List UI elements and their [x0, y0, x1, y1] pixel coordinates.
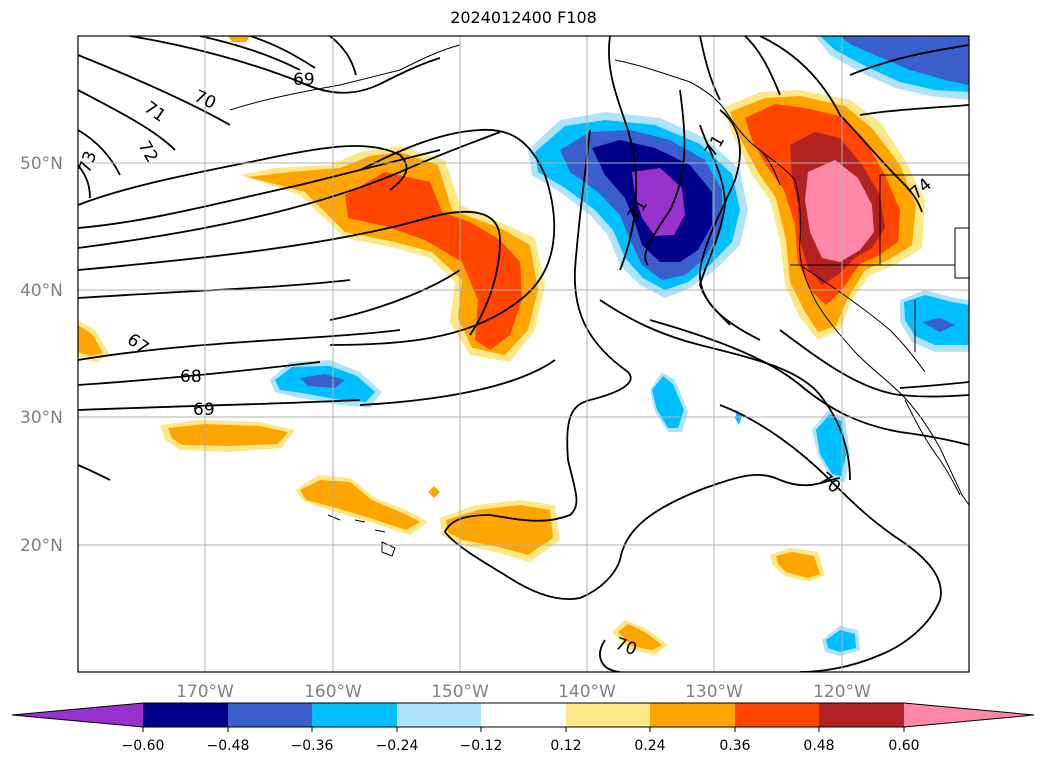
lat-label-30n: 30°N [20, 408, 63, 428]
lat-label-40n: 40°N [20, 281, 63, 301]
contour-label: 68 [180, 367, 202, 387]
grid-lines [78, 36, 969, 672]
longitude-labels: 170°W 160°W 150°W 140°W 130°W 120°W [176, 682, 871, 702]
lon-label-150w: 150°W [431, 682, 489, 702]
colorbar-tick-label: −0.48 [207, 738, 250, 754]
colorbar-segment [228, 703, 312, 727]
positive-anomaly-pacific-northwest [722, 90, 925, 340]
colorbar-segment [312, 703, 397, 727]
lon-label-130w: 130°W [685, 682, 743, 702]
positive-anomaly-small-blobs [78, 36, 825, 655]
colorbar-tick-label: 0.60 [888, 738, 919, 754]
height-contours [78, 36, 969, 672]
colorbar: −0.60 −0.48 −0.36 −0.24 −0.12 0.12 0.24 … [11, 702, 1035, 754]
colorbar-extend-min [12, 703, 143, 727]
colorbar-segment [650, 703, 735, 727]
lon-label-170w: 170°W [176, 682, 234, 702]
colorbar-segment [735, 703, 819, 727]
colorbar-tick-label: 0.12 [550, 738, 581, 754]
map-frame [77, 35, 970, 673]
colorbar-tick-label: −0.60 [122, 738, 165, 754]
lon-label-160w: 160°W [304, 682, 362, 702]
lon-label-140w: 140°W [558, 682, 616, 702]
colorbar-tick-label: 0.24 [634, 738, 665, 754]
lat-label-50n: 50°N [20, 154, 63, 174]
contour-label: 69 [193, 400, 215, 420]
contour-label: 69 [293, 70, 315, 90]
colorbar-segment [819, 703, 904, 727]
latitude-labels: 50°N 40°N 30°N 20°N [20, 154, 63, 556]
lon-label-120w: 120°W [813, 682, 871, 702]
colorbar-tick-label: −0.24 [376, 738, 419, 754]
colorbar-segment [481, 703, 566, 727]
contour-label: 73 [75, 149, 101, 176]
colorbar-tick-label: 0.48 [803, 738, 834, 754]
colorbar-tick-label: −0.36 [291, 738, 334, 754]
colorbar-tick-label: −0.12 [460, 738, 503, 754]
colorbar-segment [397, 703, 481, 727]
lat-label-20n: 20°N [20, 536, 63, 556]
positive-anomaly-central-pacific [240, 146, 545, 362]
colorbar-tick-label: 0.36 [719, 738, 750, 754]
colorbar-segment [566, 703, 650, 727]
map-area: 69 70 71 72 73 67 68 69 71 71 74 70 70 [75, 36, 969, 672]
map-title: 2024012400 F108 [450, 8, 597, 27]
colorbar-segment [143, 703, 228, 727]
colorbar-extend-max [904, 703, 1034, 727]
